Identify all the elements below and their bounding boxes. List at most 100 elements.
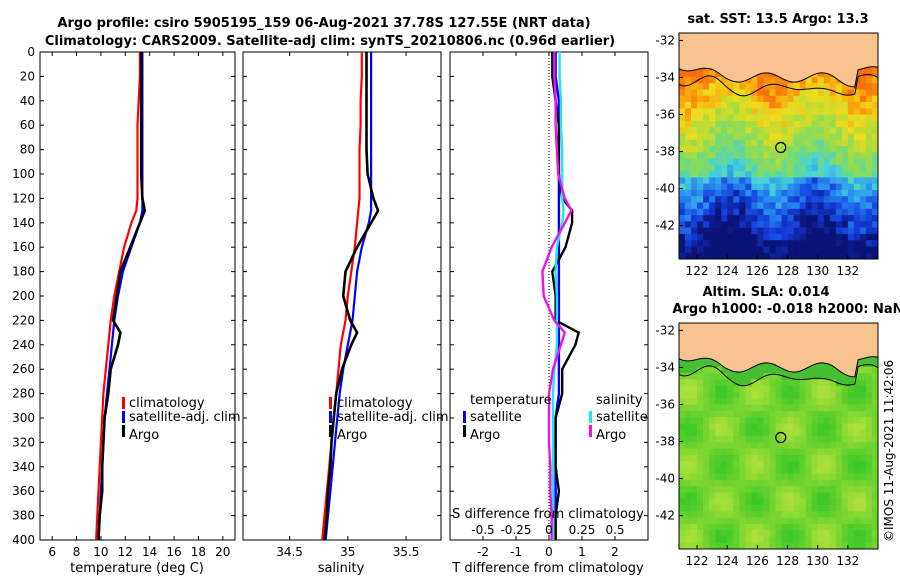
- map-cell: [847, 196, 855, 203]
- map-cell: [805, 233, 812, 241]
- map-cell: [853, 127, 861, 134]
- map-cell: [865, 442, 873, 449]
- map-cell: [835, 227, 843, 235]
- map-cell: [841, 102, 849, 109]
- map-cell: [703, 442, 710, 449]
- map-cell: [793, 417, 800, 424]
- map-cell: [709, 404, 716, 412]
- map-cell: [679, 89, 686, 97]
- map-cell: [817, 108, 825, 115]
- map-cell: [697, 392, 704, 399]
- map-cell: [757, 454, 764, 462]
- map-cell: [805, 202, 812, 210]
- map-cell: [817, 221, 825, 228]
- map-cell: [835, 215, 843, 222]
- map-cell: [733, 373, 740, 380]
- map-cell: [847, 454, 855, 462]
- map-cell: [787, 373, 794, 380]
- map-cell: [691, 120, 698, 128]
- map-cell: [679, 454, 686, 462]
- map-cell: [781, 95, 788, 103]
- map-cell: [721, 202, 728, 210]
- map-cell: [829, 379, 837, 387]
- map-cell: [715, 505, 722, 512]
- map-cell: [847, 227, 855, 235]
- map-cell: [805, 102, 812, 109]
- x-tick-label: 1: [578, 545, 586, 559]
- map-cell: [829, 120, 837, 128]
- map-cell: [781, 114, 788, 122]
- map-cell: [721, 102, 728, 109]
- map-cell: [853, 246, 861, 254]
- map-cell: [697, 240, 704, 247]
- map-cell: [871, 83, 878, 90]
- map-cell: [763, 152, 770, 159]
- map-cell: [745, 183, 752, 191]
- map-cell: [721, 177, 728, 184]
- map-cell: [847, 442, 855, 449]
- series-line-climatology: [95, 52, 141, 541]
- map-cell: [835, 379, 843, 387]
- series-line-argo: [97, 52, 147, 541]
- map-cell: [787, 252, 794, 259]
- map-cell: [697, 189, 704, 197]
- map-cell: [733, 542, 740, 549]
- map-cell: [853, 505, 861, 512]
- map-cell: [775, 196, 782, 203]
- map-cell: [835, 385, 843, 393]
- map-cell: [823, 221, 831, 228]
- map-cell: [823, 120, 831, 128]
- map-cell: [745, 366, 752, 374]
- map-cell: [853, 95, 861, 103]
- map-cell: [679, 366, 686, 374]
- map-cell: [871, 542, 878, 549]
- map-cell: [709, 177, 716, 184]
- map-cell: [715, 530, 722, 537]
- map-cell: [697, 366, 704, 374]
- map-cell: [841, 436, 849, 443]
- map-cell: [697, 385, 704, 393]
- map-cell: [793, 246, 800, 254]
- map-cell: [847, 221, 855, 228]
- map-cell: [865, 473, 873, 481]
- map-cell: [841, 379, 849, 387]
- map-cell: [835, 442, 843, 449]
- map-cell: [715, 442, 722, 449]
- map-cell: [685, 398, 692, 405]
- x-tick-label: 0: [545, 545, 553, 559]
- map-cell: [769, 398, 776, 405]
- map-cell: [697, 152, 704, 159]
- map-cell: [781, 511, 788, 518]
- map-cell: [841, 114, 849, 122]
- map-cell: [871, 436, 878, 443]
- x-tick-label: -1: [510, 545, 522, 559]
- map-cell: [751, 373, 758, 380]
- map-cell: [805, 108, 812, 115]
- map-cell: [703, 95, 710, 103]
- map-cell: [859, 233, 867, 241]
- map-cell: [745, 404, 752, 412]
- map-cell: [841, 120, 849, 128]
- map-cell: [763, 436, 770, 443]
- map-cell: [679, 227, 686, 235]
- map-cell: [745, 523, 752, 531]
- map-cell: [763, 492, 770, 500]
- map-cell: [721, 448, 728, 456]
- map-cell: [751, 417, 758, 424]
- map-cell: [733, 392, 740, 399]
- map-cell: [871, 139, 878, 147]
- map-cell: [679, 164, 686, 172]
- s-tick-label: -0.5: [471, 523, 494, 537]
- map-cell: [823, 392, 831, 399]
- map-cell: [727, 442, 734, 449]
- map-cell: [811, 95, 818, 103]
- map-cell: [847, 233, 855, 241]
- map-cell: [805, 479, 812, 487]
- map-cell: [859, 221, 867, 228]
- map-cell: [871, 429, 878, 437]
- map-cell: [835, 189, 843, 197]
- map-cell: [757, 486, 764, 493]
- map-cell: [721, 164, 728, 172]
- map-cell: [859, 76, 867, 84]
- map-cell: [685, 542, 692, 549]
